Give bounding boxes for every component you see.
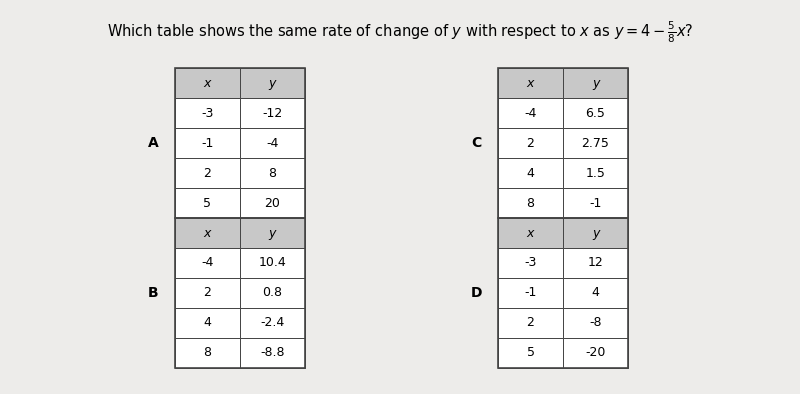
Text: 2: 2 [203, 167, 211, 180]
Bar [240, 278, 305, 308]
Bar [240, 68, 305, 98]
Bar [240, 248, 305, 278]
Bar [175, 218, 305, 368]
Bar [498, 308, 563, 338]
Text: A: A [148, 136, 158, 150]
Bar [563, 98, 628, 128]
Text: -1: -1 [590, 197, 602, 210]
Bar [563, 278, 628, 308]
Bar [498, 278, 563, 308]
Text: y: y [592, 227, 599, 240]
Text: 2: 2 [203, 286, 211, 299]
Bar [240, 158, 305, 188]
Bar [498, 158, 563, 188]
Bar [240, 338, 305, 368]
Bar [498, 68, 563, 98]
Text: -20: -20 [586, 346, 606, 359]
Text: -8: -8 [590, 316, 602, 329]
Text: 12: 12 [588, 256, 603, 269]
Text: -2.4: -2.4 [260, 316, 285, 329]
Text: -3: -3 [524, 256, 537, 269]
Text: -4: -4 [202, 256, 214, 269]
Text: -4: -4 [524, 106, 537, 119]
Bar [175, 68, 305, 218]
Text: y: y [592, 76, 599, 89]
Bar [498, 68, 628, 218]
Text: -3: -3 [202, 106, 214, 119]
Text: 1.5: 1.5 [586, 167, 606, 180]
Bar [175, 338, 240, 368]
Bar [175, 308, 240, 338]
Text: 10.4: 10.4 [258, 256, 286, 269]
Bar [175, 98, 240, 128]
Bar [498, 218, 563, 248]
Text: -1: -1 [524, 286, 537, 299]
Bar [240, 218, 305, 248]
Bar [240, 98, 305, 128]
Bar [498, 188, 563, 218]
Text: B: B [148, 286, 158, 300]
Bar [563, 188, 628, 218]
Bar [498, 98, 563, 128]
Text: 8: 8 [526, 197, 534, 210]
Text: -12: -12 [262, 106, 282, 119]
Text: -1: -1 [202, 136, 214, 149]
Text: 4: 4 [203, 316, 211, 329]
Bar [563, 338, 628, 368]
Bar [563, 158, 628, 188]
Bar [175, 278, 240, 308]
Text: 8: 8 [203, 346, 211, 359]
Bar [240, 128, 305, 158]
Text: 5: 5 [526, 346, 534, 359]
Text: 2.75: 2.75 [582, 136, 610, 149]
Bar [240, 188, 305, 218]
Text: x: x [204, 76, 211, 89]
Bar [175, 128, 240, 158]
Bar [175, 248, 240, 278]
Bar [498, 248, 563, 278]
Text: y: y [269, 76, 276, 89]
Text: 5: 5 [203, 197, 211, 210]
Text: 0.8: 0.8 [262, 286, 282, 299]
Bar [563, 218, 628, 248]
Bar [175, 218, 240, 248]
Text: 2: 2 [526, 316, 534, 329]
Text: x: x [527, 227, 534, 240]
Text: 20: 20 [265, 197, 281, 210]
Text: -4: -4 [266, 136, 278, 149]
Text: 4: 4 [591, 286, 599, 299]
Text: Which table shows the same rate of change of $y$ with respect to $x$ as $y = 4 -: Which table shows the same rate of chang… [106, 20, 694, 45]
Text: D: D [470, 286, 482, 300]
Text: x: x [527, 76, 534, 89]
Text: x: x [204, 227, 211, 240]
Bar [563, 128, 628, 158]
Text: 4: 4 [526, 167, 534, 180]
Bar [498, 338, 563, 368]
Bar [175, 68, 240, 98]
Bar [563, 248, 628, 278]
Text: -8.8: -8.8 [260, 346, 285, 359]
Bar [498, 128, 563, 158]
Text: 6.5: 6.5 [586, 106, 606, 119]
Bar [175, 158, 240, 188]
Bar [563, 308, 628, 338]
Text: 2: 2 [526, 136, 534, 149]
Bar [240, 308, 305, 338]
Text: 8: 8 [269, 167, 277, 180]
Bar [498, 218, 628, 368]
Text: C: C [471, 136, 481, 150]
Text: y: y [269, 227, 276, 240]
Bar [563, 68, 628, 98]
Bar [175, 188, 240, 218]
